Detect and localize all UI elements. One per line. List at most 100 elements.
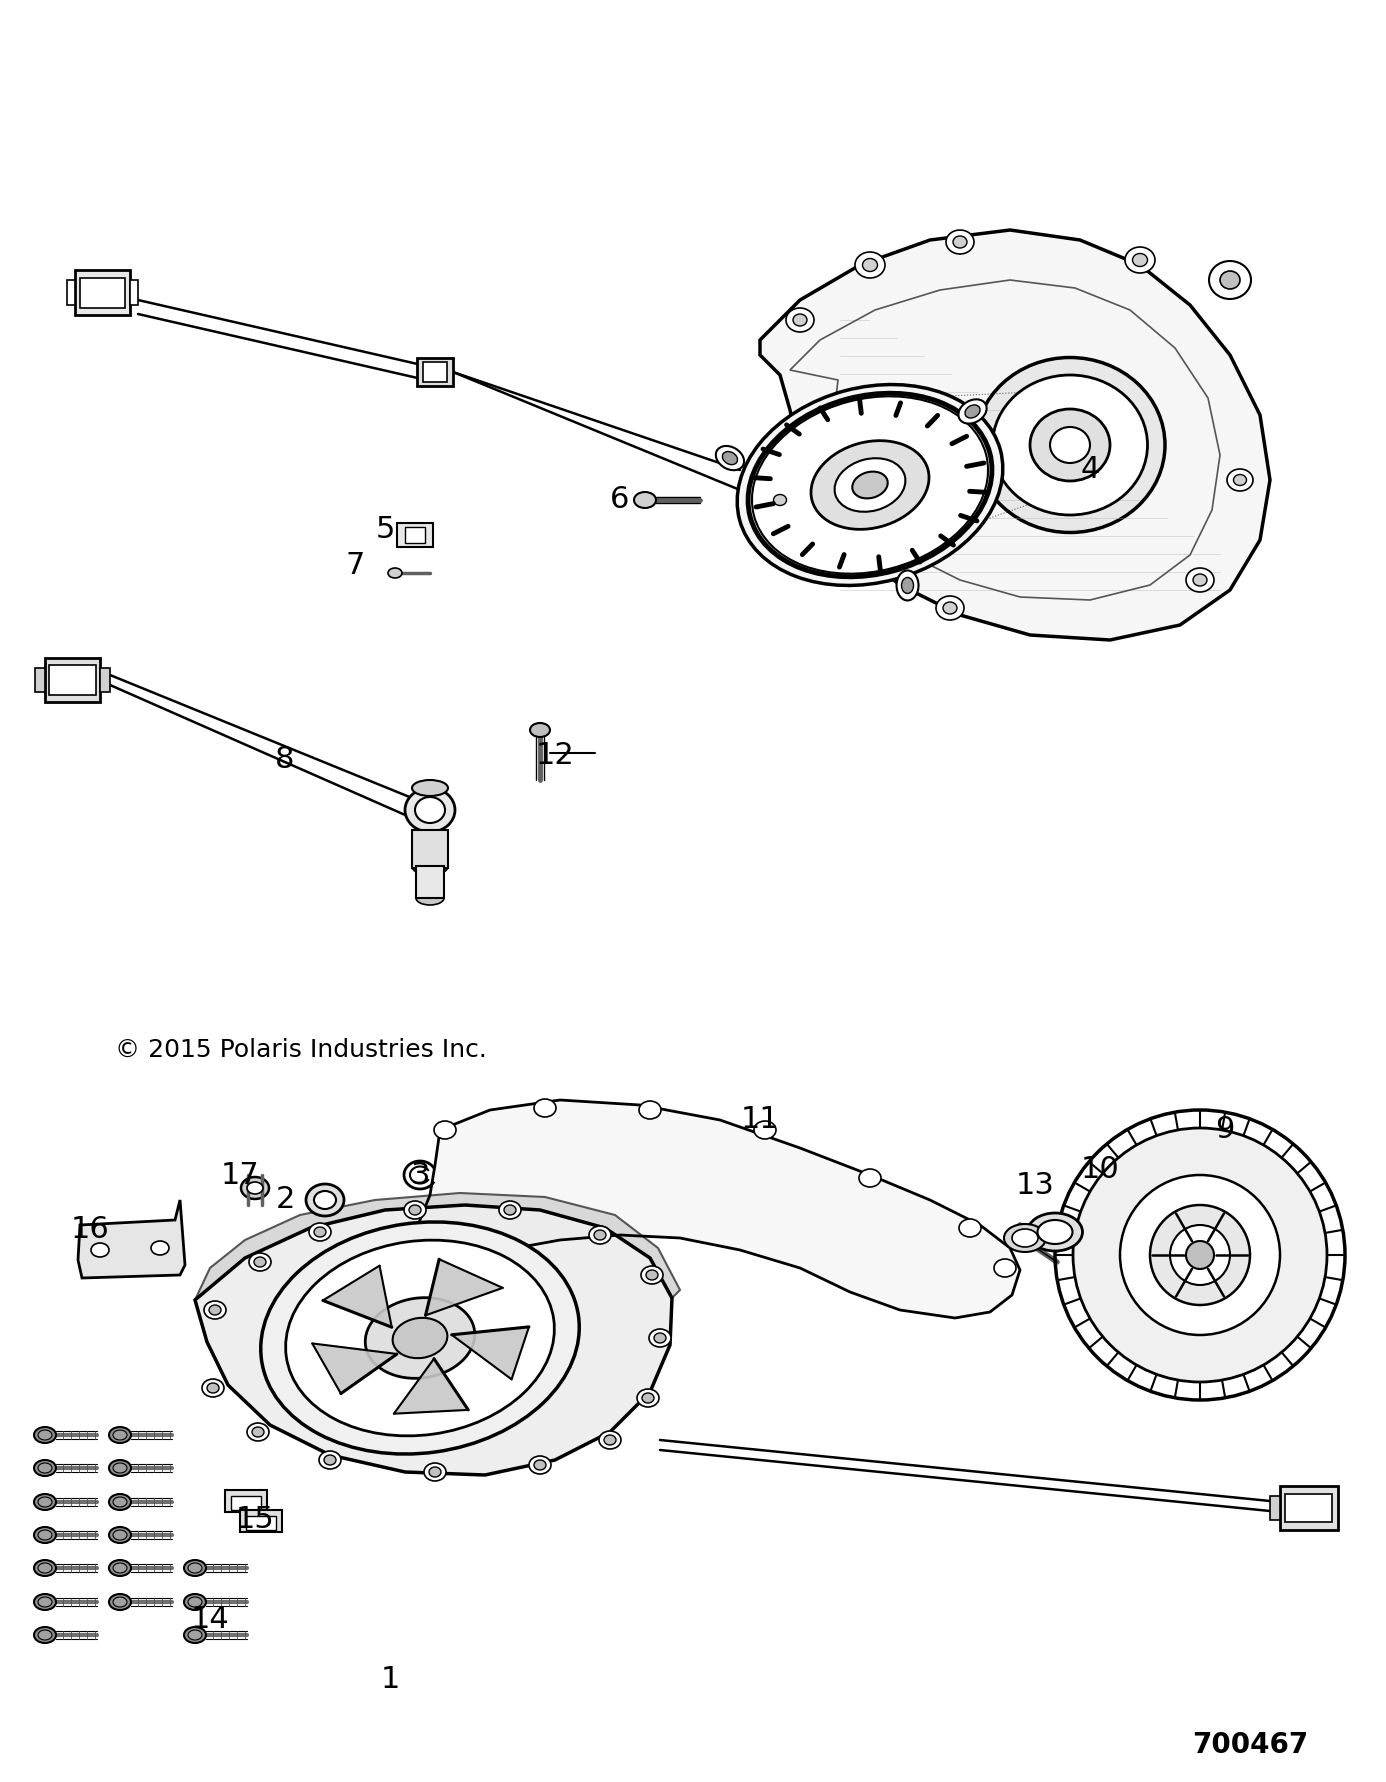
Ellipse shape <box>786 308 814 331</box>
Polygon shape <box>426 1260 503 1315</box>
Text: 17: 17 <box>220 1160 259 1190</box>
Text: 11: 11 <box>740 1105 779 1135</box>
Polygon shape <box>410 1099 1020 1319</box>
Text: 12: 12 <box>535 741 574 770</box>
FancyBboxPatch shape <box>245 1516 276 1531</box>
Ellipse shape <box>604 1435 615 1445</box>
Ellipse shape <box>202 1379 225 1397</box>
Ellipse shape <box>188 1631 202 1639</box>
Ellipse shape <box>109 1493 132 1509</box>
Text: 3: 3 <box>410 1160 430 1190</box>
Ellipse shape <box>35 1493 55 1509</box>
Ellipse shape <box>434 1121 456 1139</box>
Ellipse shape <box>430 1467 441 1477</box>
Ellipse shape <box>959 399 987 424</box>
Ellipse shape <box>109 1459 132 1475</box>
Ellipse shape <box>1012 1230 1038 1247</box>
Polygon shape <box>195 1205 672 1475</box>
Ellipse shape <box>184 1627 207 1643</box>
Ellipse shape <box>640 1265 663 1285</box>
FancyBboxPatch shape <box>49 665 96 695</box>
Ellipse shape <box>505 1205 516 1215</box>
Ellipse shape <box>942 602 956 615</box>
Ellipse shape <box>1120 1174 1281 1335</box>
Text: 14: 14 <box>191 1606 229 1634</box>
Ellipse shape <box>638 1388 658 1408</box>
Ellipse shape <box>737 385 1003 586</box>
Ellipse shape <box>654 1333 667 1344</box>
Ellipse shape <box>1051 428 1089 463</box>
Text: 9: 9 <box>1216 1116 1235 1144</box>
Ellipse shape <box>1186 1240 1214 1269</box>
FancyBboxPatch shape <box>416 866 444 898</box>
Ellipse shape <box>766 488 793 511</box>
Ellipse shape <box>37 1463 53 1474</box>
Ellipse shape <box>754 1121 776 1139</box>
Ellipse shape <box>37 1597 53 1607</box>
Ellipse shape <box>35 1459 55 1475</box>
Ellipse shape <box>529 1456 552 1474</box>
Ellipse shape <box>388 568 402 577</box>
FancyBboxPatch shape <box>417 358 453 387</box>
Ellipse shape <box>1027 1214 1082 1251</box>
Ellipse shape <box>1186 568 1214 592</box>
Ellipse shape <box>416 891 444 905</box>
Ellipse shape <box>529 723 550 738</box>
FancyBboxPatch shape <box>75 271 130 315</box>
Ellipse shape <box>109 1559 132 1575</box>
Ellipse shape <box>188 1597 202 1607</box>
FancyBboxPatch shape <box>396 522 432 547</box>
Ellipse shape <box>241 1176 269 1199</box>
FancyBboxPatch shape <box>130 280 139 305</box>
Ellipse shape <box>1170 1224 1229 1285</box>
FancyBboxPatch shape <box>1281 1486 1337 1531</box>
Ellipse shape <box>35 1595 55 1609</box>
Polygon shape <box>195 1192 681 1301</box>
Ellipse shape <box>91 1244 109 1256</box>
Ellipse shape <box>306 1183 344 1215</box>
Ellipse shape <box>897 570 919 601</box>
Ellipse shape <box>1038 1221 1073 1244</box>
Ellipse shape <box>114 1497 128 1508</box>
Text: 15: 15 <box>236 1506 274 1534</box>
Ellipse shape <box>319 1451 341 1468</box>
Ellipse shape <box>642 1394 654 1402</box>
Text: 700467: 700467 <box>1192 1730 1308 1759</box>
Ellipse shape <box>595 1230 606 1240</box>
Ellipse shape <box>184 1559 207 1575</box>
Ellipse shape <box>633 492 656 508</box>
Ellipse shape <box>366 1297 475 1377</box>
Ellipse shape <box>254 1256 266 1267</box>
Ellipse shape <box>309 1222 331 1240</box>
FancyBboxPatch shape <box>405 527 426 544</box>
Ellipse shape <box>834 458 905 511</box>
Text: 1: 1 <box>380 1666 399 1695</box>
Ellipse shape <box>109 1595 132 1609</box>
Ellipse shape <box>1030 410 1110 481</box>
Ellipse shape <box>188 1563 202 1574</box>
Ellipse shape <box>207 1383 219 1394</box>
Ellipse shape <box>1003 1224 1046 1253</box>
Ellipse shape <box>1125 248 1155 273</box>
Ellipse shape <box>37 1531 53 1540</box>
Ellipse shape <box>114 1429 128 1440</box>
Ellipse shape <box>1150 1205 1250 1304</box>
Ellipse shape <box>424 1463 446 1481</box>
Ellipse shape <box>261 1222 579 1454</box>
Ellipse shape <box>793 314 807 326</box>
Ellipse shape <box>114 1531 128 1540</box>
Ellipse shape <box>1132 253 1148 267</box>
Ellipse shape <box>974 358 1166 533</box>
Text: 10: 10 <box>1081 1155 1120 1185</box>
Ellipse shape <box>114 1463 128 1474</box>
Ellipse shape <box>151 1240 169 1255</box>
Ellipse shape <box>599 1431 621 1449</box>
Ellipse shape <box>1209 260 1252 299</box>
Ellipse shape <box>249 1253 272 1271</box>
Text: 4: 4 <box>1080 456 1099 485</box>
Ellipse shape <box>252 1427 263 1436</box>
Ellipse shape <box>37 1429 53 1440</box>
Ellipse shape <box>959 1219 981 1237</box>
Ellipse shape <box>414 797 445 823</box>
Ellipse shape <box>35 1427 55 1443</box>
